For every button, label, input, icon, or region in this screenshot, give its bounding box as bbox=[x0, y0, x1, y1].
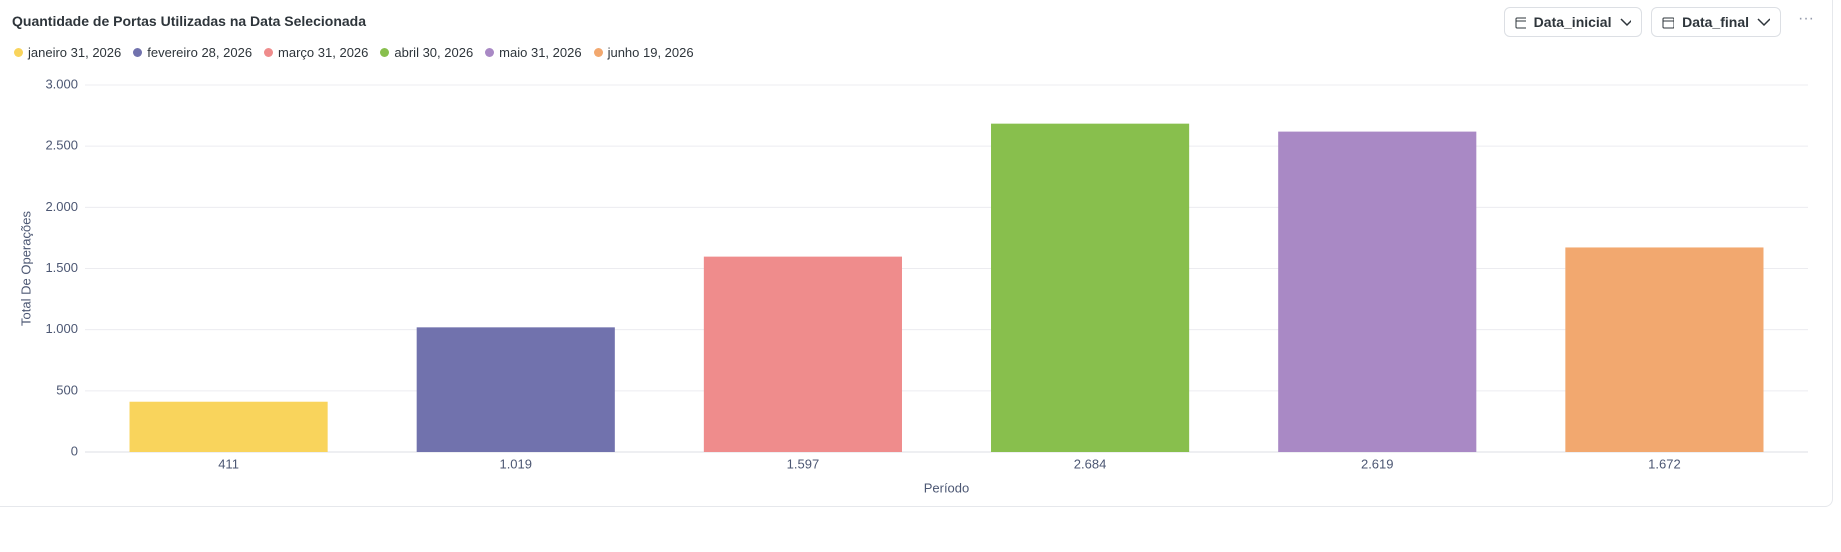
filter-label: Data_inicial bbox=[1533, 14, 1612, 30]
y-tick-label: 500 bbox=[56, 382, 78, 397]
calendar-icon bbox=[1515, 17, 1526, 28]
x-tick-label: 411 bbox=[218, 456, 239, 471]
date-filter[interactable]: Data_inicial bbox=[1504, 7, 1642, 37]
legend-item[interactable]: maio 31, 2026 bbox=[485, 45, 582, 60]
bar bbox=[991, 123, 1190, 452]
y-tick-label: 0 bbox=[71, 443, 78, 458]
y-tick-label: 2.500 bbox=[45, 138, 78, 153]
bar bbox=[703, 256, 902, 452]
y-tick-label: 1.500 bbox=[45, 260, 78, 275]
x-axis-label: Período bbox=[924, 480, 970, 495]
legend-dot bbox=[264, 48, 274, 57]
chart-title: Quantidade de Portas Utilizadas na Data … bbox=[12, 13, 366, 29]
x-tick-label: 1.672 bbox=[1648, 456, 1681, 471]
legend-dot bbox=[14, 48, 23, 57]
menu-button[interactable]: ··· bbox=[1798, 10, 1814, 27]
legend-item[interactable]: abril 30, 2026 bbox=[380, 45, 473, 60]
legend-dot bbox=[133, 48, 143, 57]
legend-label: abril 30, 2026 bbox=[394, 45, 474, 60]
chevron bbox=[1757, 18, 1770, 27]
bar bbox=[1565, 247, 1764, 452]
legend-label: junho 19, 2026 bbox=[607, 45, 694, 60]
y-tick-label: 3.000 bbox=[45, 76, 78, 91]
bar bbox=[416, 327, 615, 452]
legend-label: fevereiro 28, 2026 bbox=[147, 45, 253, 60]
filter-label: Data_final bbox=[1682, 14, 1749, 30]
y-tick-label: 1.000 bbox=[45, 321, 78, 336]
legend-item[interactable]: março 31, 2026 bbox=[264, 45, 368, 60]
legend: janeiro 31, 2026 fevereiro 28, 2026 março … bbox=[14, 45, 694, 60]
legend-label: janeiro 31, 2026 bbox=[28, 45, 122, 60]
legend-dot bbox=[485, 48, 495, 57]
bar bbox=[129, 401, 328, 452]
y-axis-label: Total De Operações bbox=[18, 211, 33, 326]
bar bbox=[1278, 131, 1477, 452]
chevron bbox=[1619, 18, 1631, 27]
card bbox=[0, 0, 1833, 507]
legend-item[interactable]: fevereiro 28, 2026 bbox=[133, 45, 252, 60]
legend-dot bbox=[380, 48, 390, 57]
x-tick-label: 1.597 bbox=[787, 456, 820, 471]
date-filter[interactable]: Data_final bbox=[1651, 7, 1781, 37]
calendar-icon bbox=[1662, 17, 1675, 28]
legend-dot bbox=[593, 48, 603, 57]
x-tick-label: 2.619 bbox=[1361, 456, 1394, 471]
legend-label: março 31, 2026 bbox=[278, 45, 369, 60]
legend-item[interactable]: janeiro 31, 2026 bbox=[14, 45, 121, 60]
y-tick-label: 2.000 bbox=[45, 199, 78, 214]
x-tick-label: 1.019 bbox=[499, 456, 532, 471]
legend-item[interactable]: junho 19, 2026 bbox=[593, 45, 694, 60]
x-tick-label: 2.684 bbox=[1074, 456, 1107, 471]
legend-label: maio 31, 2026 bbox=[499, 45, 582, 60]
